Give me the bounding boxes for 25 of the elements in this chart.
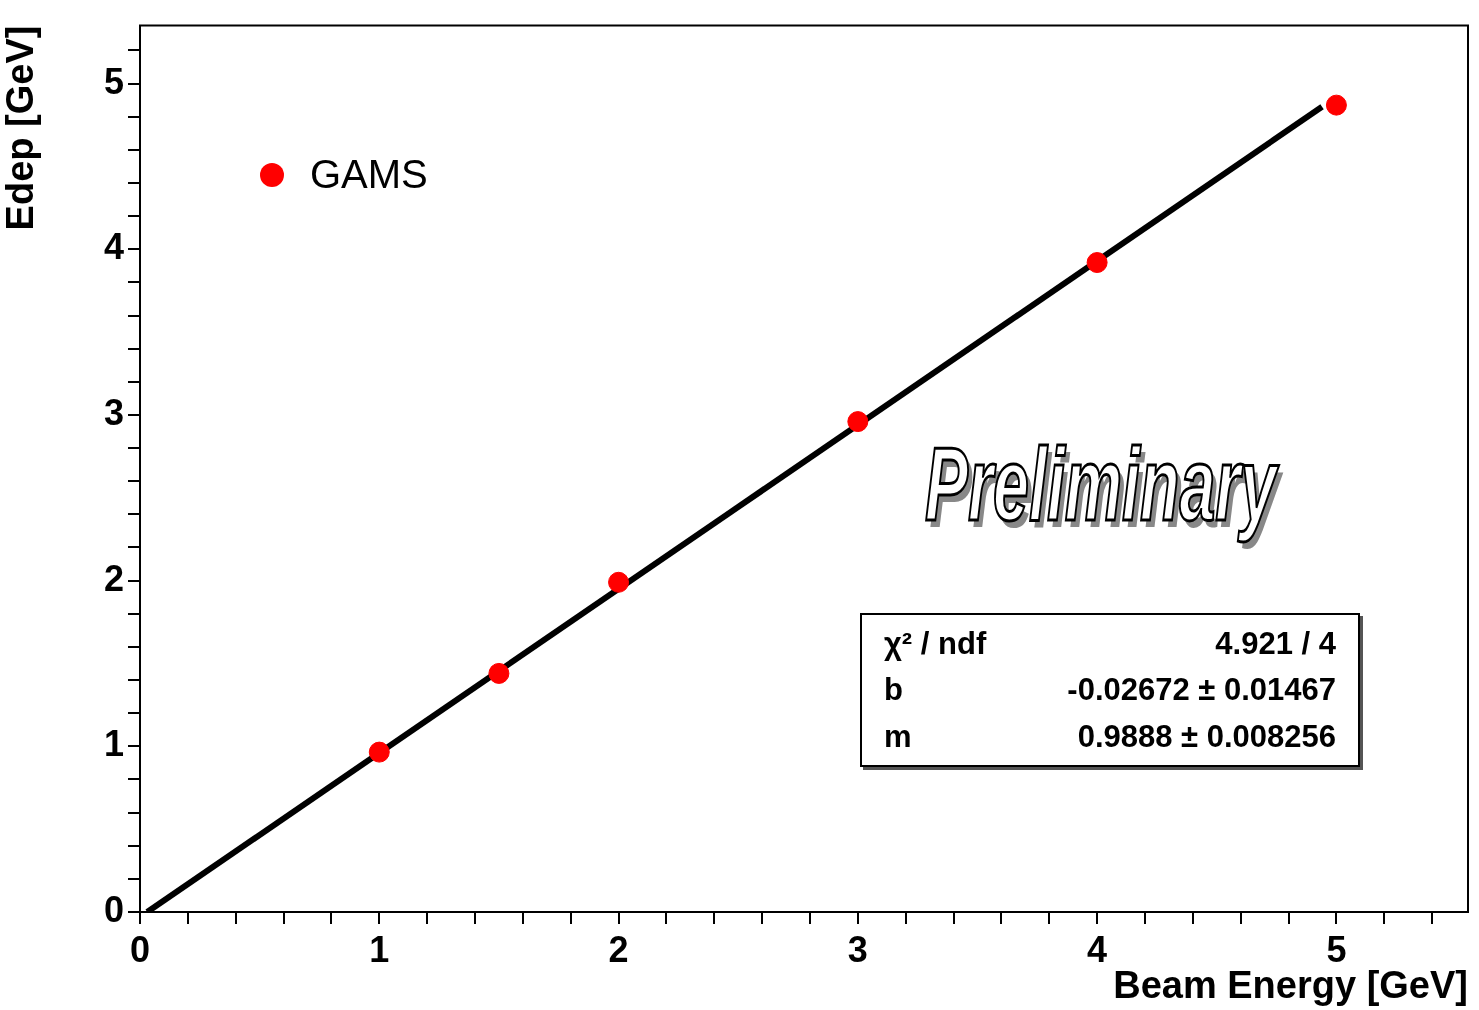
legend-label: GAMS — [310, 152, 428, 197]
x-tick-label: 1 — [369, 928, 390, 970]
annotation: 0.9888 ± 0.008256 — [1076, 718, 1336, 755]
y-tick-label: 2 — [103, 557, 124, 599]
y-tick-label: 1 — [103, 723, 124, 765]
y-axis-title: Edep [GeV] — [0, 25, 42, 231]
point — [608, 571, 630, 593]
annotation: -0.02672 ± 0.01467 — [1066, 672, 1336, 708]
point — [1325, 94, 1347, 116]
y-tick-label: 3 — [103, 391, 124, 433]
x-tick-label: 4 — [1087, 928, 1108, 970]
annotation: χ² / ndf — [884, 625, 987, 662]
y-tick-label: 0 — [103, 888, 124, 930]
point — [1086, 252, 1108, 274]
x-tick-label: 2 — [608, 928, 629, 970]
point — [368, 741, 390, 763]
point — [847, 411, 869, 433]
x-tick-label: 0 — [129, 928, 151, 970]
point — [488, 662, 510, 684]
x-tick-label: 3 — [847, 928, 868, 970]
annotation: 4.921 / 4 — [1214, 625, 1336, 662]
annotation: m — [884, 718, 913, 755]
annotation: b — [884, 672, 904, 708]
y-tick-label: 5 — [103, 60, 124, 102]
y-tick-label: 4 — [103, 226, 124, 268]
